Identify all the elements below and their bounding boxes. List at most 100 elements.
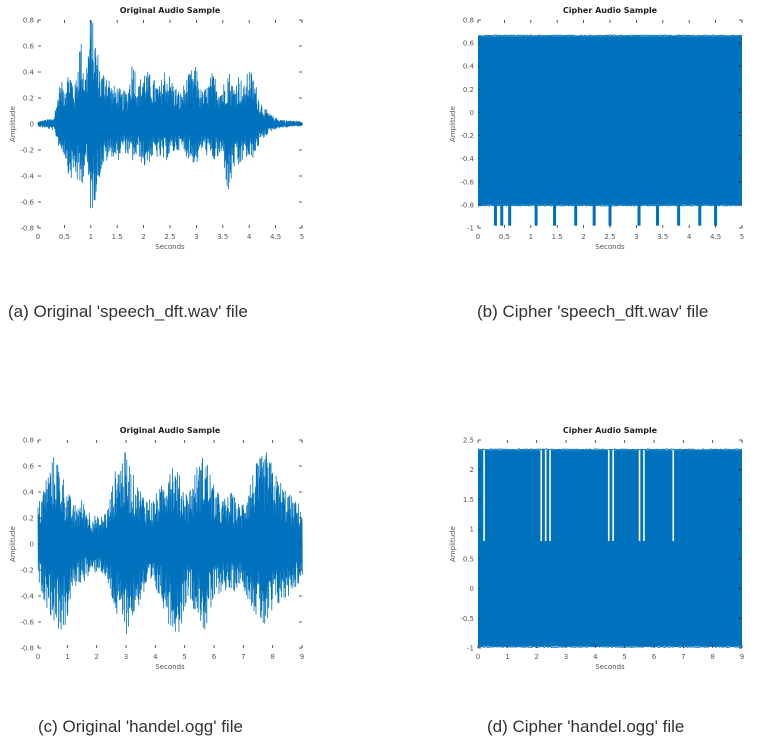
- chart-d-xtick-label-6: 6: [652, 653, 657, 661]
- chart-d-xtick-label-3: 3: [564, 653, 568, 661]
- chart-a-xtick-label-4: 2: [141, 233, 145, 241]
- chart-d-xtick-label-2: 2: [534, 653, 538, 661]
- chart-c-ytick-label-7: 0.6: [23, 463, 35, 471]
- chart-a-ytick-label-6: 0.4: [23, 69, 35, 77]
- chart-c-ytick-label-4: 0: [30, 541, 34, 549]
- chart-a-ytick-label-7: 0.6: [23, 43, 35, 51]
- chart-c-svg: Original Audio Sample 0 1 2 3 4 5 6 7 8 9 -0.8 -0.6 -…: [9, 426, 304, 671]
- chart-b-ytick-label-8: 0.6: [463, 40, 475, 48]
- chart-b-svg: Cipher Audio Sample 0 0.5 1 1.5 2 2.5 3 3.5 4 4.5 5…: [449, 6, 744, 251]
- chart-a-ytick-label-1: -0.6: [20, 199, 34, 207]
- chart-b-ytick-label-2: -0.6: [460, 178, 474, 186]
- chart-d-dip-0: [483, 450, 485, 542]
- chart-b-ytick-label-3: -0.4: [460, 155, 474, 163]
- caption-a: (a) Original 'speech_dft.wav' file: [8, 302, 248, 321]
- chart-d-xtick-label-8: 8: [710, 653, 714, 661]
- chart-b-spike-12: [714, 204, 718, 226]
- chart-d-ylabel: Amplitude: [449, 526, 457, 562]
- chart-b-band-top-edge: [477, 34, 742, 37]
- chart-c-xtick-label-8: 8: [270, 653, 274, 661]
- chart-a-ylabel: Amplitude: [9, 106, 17, 142]
- chart-b-ytick-label-1: -0.8: [460, 201, 474, 209]
- chart-d-ytick-label-0: -1: [467, 645, 474, 653]
- chart-d-xlabel: Seconds: [595, 663, 625, 671]
- chart-b-band: [478, 36, 742, 205]
- chart-c-ytick-label-6: 0.4: [23, 489, 35, 497]
- chart-d-dip-3: [549, 450, 551, 542]
- chart-a-xtick-label-0: 0: [36, 233, 40, 241]
- chart-b-xtick-label-7: 3.5: [657, 233, 668, 241]
- chart-c-xtick-label-4: 4: [153, 653, 158, 661]
- caption-d: (d) Cipher 'handel.ogg' file: [487, 717, 685, 736]
- chart-d-dip-2: [544, 450, 547, 542]
- chart-c-ytick-label-5: 0.2: [23, 515, 34, 523]
- chart-b-xtick-label-4: 2: [581, 233, 585, 241]
- chart-b-spike-9: [656, 204, 660, 226]
- chart-b-xtick-label-1: 0.5: [499, 233, 510, 241]
- chart-a-ytick-label-3: -0.2: [20, 147, 34, 155]
- chart-d-series: [477, 448, 743, 649]
- chart-c-xtick-label-9: 9: [300, 653, 304, 661]
- chart-b-spike-10: [677, 204, 681, 226]
- chart-a-xtick-label-6: 3: [194, 233, 198, 241]
- chart-d-dip-1: [540, 450, 543, 542]
- chart-c-xtick-label-0: 0: [36, 653, 40, 661]
- chart-d-xtick-label-1: 1: [505, 653, 509, 661]
- chart-b-ylabel: Amplitude: [449, 106, 457, 142]
- chart-panel-d: Cipher Audio Sample 0 1 2 3 4 5 6 7 8 9 -1 -0.5 0 0.5 1…: [440, 420, 760, 690]
- chart-d-xtick-label-7: 7: [681, 653, 685, 661]
- chart-b-spike-2: [508, 204, 512, 226]
- chart-d-ytick-label-4: 1: [470, 526, 474, 534]
- chart-b-xtick-label-0: 0: [476, 233, 480, 241]
- chart-c-series: [37, 452, 303, 635]
- chart-b-spike-6: [592, 204, 596, 226]
- chart-a-xtick-label-10: 5: [300, 233, 304, 241]
- chart-panel-a: Original Audio Sample 0 0.5 1 1.5 2 2.5 3 3.5 4 4.…: [0, 0, 320, 270]
- chart-d-ytick-label-1: -0.5: [460, 615, 474, 623]
- caption-c: (c) Original 'handel.ogg' file: [38, 717, 243, 736]
- chart-d-xtick-label-4: 4: [593, 653, 598, 661]
- chart-b-xtick-label-3: 1.5: [552, 233, 563, 241]
- chart-c-xtick-label-1: 1: [65, 653, 69, 661]
- chart-c-ytick-label-3: -0.2: [20, 567, 34, 575]
- chart-d-ytick-label-6: 2: [470, 466, 474, 474]
- chart-b-spike-4: [553, 204, 557, 226]
- chart-c-xtick-label-7: 7: [241, 653, 245, 661]
- chart-d-dip-6: [638, 450, 641, 542]
- chart-d-xtick-label-5: 5: [622, 653, 626, 661]
- chart-a-xtick-label-3: 1.5: [112, 233, 123, 241]
- chart-b-xtick-label-9: 4.5: [710, 233, 721, 241]
- chart-b-xtick-label-6: 3: [634, 233, 638, 241]
- chart-b-series: [477, 34, 743, 226]
- chart-d-svg: Cipher Audio Sample 0 1 2 3 4 5 6 7 8 9 -1 -0.5 0 0.5 1…: [449, 426, 744, 671]
- chart-a-ytick-label-8: 0.8: [23, 17, 34, 25]
- chart-a-xtick-label-1: 0.5: [59, 233, 70, 241]
- chart-a-svg: Original Audio Sample 0 0.5 1 1.5 2 2.5 3 3.5 4 4.…: [9, 6, 304, 251]
- chart-c-xtick-label-2: 2: [94, 653, 98, 661]
- chart-a-xtick-label-8: 4: [247, 233, 252, 241]
- chart-a-ytick-label-0: -0.8: [20, 225, 34, 233]
- chart-a-series: [37, 20, 303, 209]
- chart-b-ytick-label-4: -0.2: [460, 132, 474, 140]
- chart-a-ytick-label-4: 0: [30, 121, 34, 129]
- chart-d-title: Cipher Audio Sample: [563, 426, 658, 435]
- chart-d-dip-8: [672, 450, 675, 542]
- chart-a-waveform-line: [37, 20, 303, 209]
- chart-d-band-top-edge: [477, 448, 743, 451]
- chart-c-xtick-label-6: 6: [212, 653, 217, 661]
- chart-c-title: Original Audio Sample: [120, 426, 221, 435]
- chart-b-xtick-label-8: 4: [687, 233, 692, 241]
- chart-c-ytick-label-2: -0.4: [20, 593, 34, 601]
- chart-a-title: Original Audio Sample: [120, 6, 221, 15]
- chart-d-xtick-label-9: 9: [740, 653, 744, 661]
- chart-a-ytick-label-2: -0.4: [20, 173, 34, 181]
- chart-b-spike-11: [698, 204, 702, 226]
- chart-panel-c: Original Audio Sample 0 1 2 3 4 5 6 7 8 9 -0.8 -0.6 -…: [0, 420, 320, 690]
- chart-b-ytick-label-0: -1: [467, 225, 474, 233]
- chart-b-xtick-label-10: 5: [740, 233, 744, 241]
- chart-c-ytick-label-0: -0.8: [20, 645, 34, 653]
- chart-b-xtick-label-5: 2.5: [604, 233, 615, 241]
- chart-b-xlabel: Seconds: [595, 243, 625, 251]
- chart-d-dip-5: [612, 450, 614, 542]
- chart-b-spike-5: [574, 204, 578, 226]
